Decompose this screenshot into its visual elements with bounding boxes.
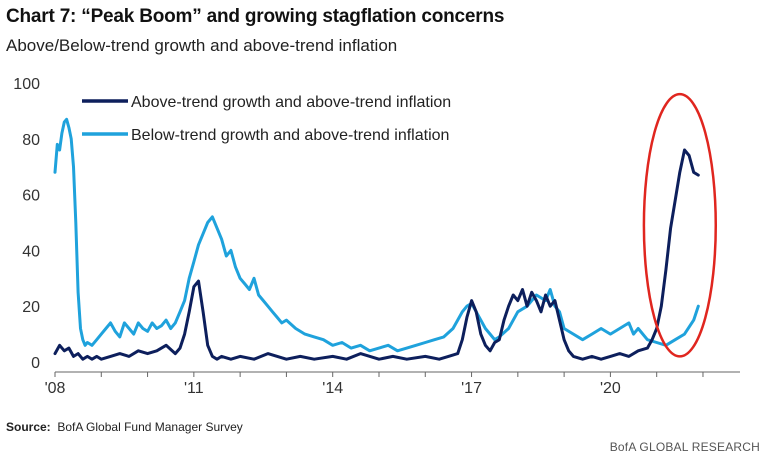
chart-title: Chart 7: “Peak Boom” and growing stagfla… <box>6 6 505 27</box>
highlight-ellipse <box>642 92 718 358</box>
line-chart: 0 20 40 60 80 100 '08 '11 '14 '17 '20 Above-trend… <box>13 76 740 397</box>
source-text: BofA Global Fund Manager Survey <box>57 420 243 434</box>
legend: Above-trend growth and above-trend infla… <box>82 94 451 144</box>
y-tick-label: 60 <box>22 188 40 205</box>
y-tick-label: 40 <box>22 243 40 260</box>
series-line-below-trend <box>53 117 700 353</box>
x-tick-label: '20 <box>600 380 621 397</box>
x-tick-label: '11 <box>184 380 204 397</box>
y-axis-tick-labels: 0 20 40 60 80 100 <box>13 76 40 372</box>
chart-subtitle: Above/Below-trend growth and above-trend… <box>6 36 398 55</box>
y-tick-label: 100 <box>13 76 40 93</box>
series-line-above-trend <box>53 148 700 361</box>
x-axis: '08 '11 '14 '17 '20 <box>45 371 740 397</box>
series-layer <box>53 117 700 361</box>
y-tick-label: 80 <box>22 132 40 149</box>
source-note: Source: BofA Global Fund Manager Survey <box>6 420 243 434</box>
x-tick-label: '17 <box>461 380 482 397</box>
y-tick-label: 0 <box>31 355 40 372</box>
annotation-layer <box>642 92 718 358</box>
brand-label: BofA GLOBAL RESEARCH <box>609 440 760 454</box>
y-tick-label: 20 <box>22 299 40 316</box>
legend-label: Above-trend growth and above-trend infla… <box>131 94 451 111</box>
source-label: Source: <box>6 420 51 434</box>
x-tick-label: '14 <box>322 380 343 397</box>
legend-label: Below-trend growth and above-trend infla… <box>131 127 449 144</box>
x-tick-label: '08 <box>45 380 66 397</box>
